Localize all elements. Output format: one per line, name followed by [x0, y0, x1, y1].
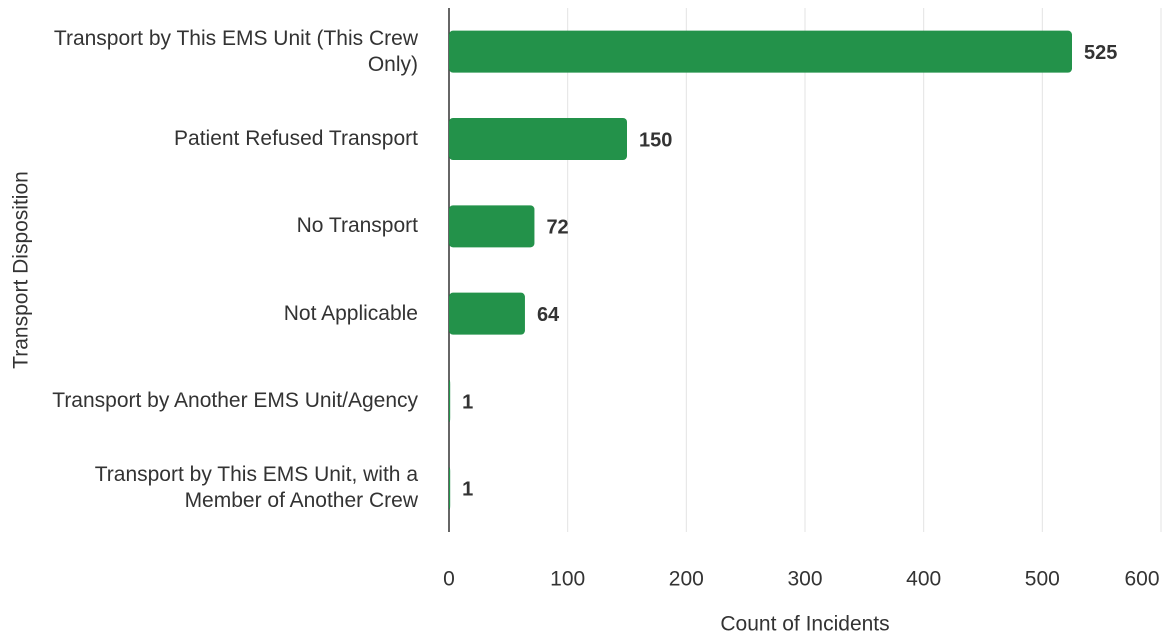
x-tick-label: 500 [1025, 568, 1060, 591]
bar [449, 380, 451, 422]
x-tick-label: 200 [669, 568, 704, 591]
value-label: 72 [546, 217, 568, 239]
bar [449, 30, 1072, 73]
x-tick-label: 600 [1124, 568, 1159, 591]
bar [449, 118, 627, 160]
y-tick-label: No Transport [296, 214, 418, 238]
value-label: 525 [1084, 42, 1117, 64]
bar [449, 467, 451, 510]
x-tick-label: 0 [443, 568, 455, 591]
value-label: 1 [462, 479, 473, 501]
value-label: 1 [462, 391, 473, 413]
y-axis-title: Transport Disposition [10, 171, 33, 369]
x-tick-label: 100 [550, 568, 585, 591]
bar [449, 205, 535, 248]
y-tick-label: Transport by This EMS Unit (This Crew On… [53, 26, 418, 76]
x-tick-label: 300 [787, 568, 822, 591]
x-axis-title: Count of Incidents [720, 613, 889, 636]
value-label: 150 [639, 129, 672, 151]
value-label: 64 [537, 304, 560, 326]
bar [449, 292, 525, 335]
x-tick-label: 400 [906, 568, 941, 591]
y-tick-label: Not Applicable [283, 301, 418, 325]
y-tick-label: Patient Refused Transport [174, 127, 418, 150]
y-tick-label: Transport by This EMS Unit, with a Membe… [94, 463, 418, 513]
y-tick-label: Transport by Another EMS Unit/Agency [52, 389, 418, 412]
